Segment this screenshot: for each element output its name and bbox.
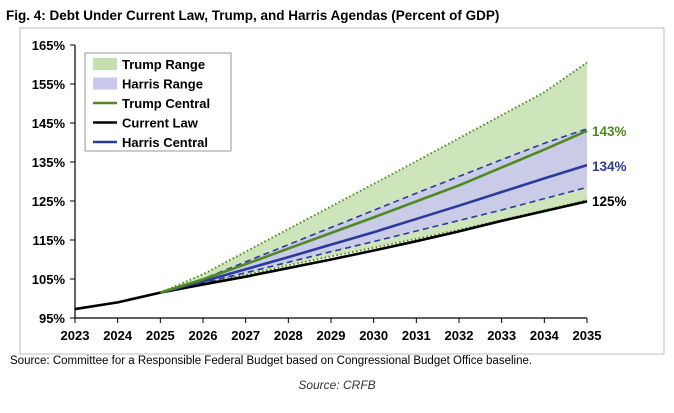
plot-frame — [19, 27, 665, 355]
x-tick-label: 2031 — [402, 328, 431, 343]
x-tick-label: 2032 — [445, 328, 474, 343]
harris-range-low-edge — [160, 186, 588, 294]
y-tick-label: 165% — [32, 38, 66, 53]
end-value-label: 125% — [592, 194, 627, 209]
x-tick-label: 2033 — [487, 328, 516, 343]
x-tick-label: 2030 — [359, 328, 388, 343]
legend-label: Trump Range — [122, 57, 205, 72]
image-caption: Source: CRFB — [298, 378, 376, 392]
y-tick-label: 155% — [32, 77, 66, 92]
chart-title: Fig. 4: Debt Under Current Law, Trump, a… — [6, 8, 500, 23]
legend: Trump Range Harris Range Trump Central Curr… — [84, 52, 232, 152]
harris-range-swatch — [93, 77, 117, 90]
legend-label: Harris Central — [122, 135, 208, 150]
y-tick-label: 115% — [32, 233, 65, 248]
source-note: Source: Committee for a Responsible Fede… — [10, 355, 533, 367]
y-tick-label: 145% — [32, 116, 66, 131]
y-tick-label: 135% — [32, 155, 66, 170]
x-tick-label: 2028 — [274, 328, 303, 343]
x-tick-label: 2024 — [103, 328, 133, 343]
end-value-label: 134% — [592, 159, 627, 174]
x-tick-label: 2023 — [61, 328, 90, 343]
legend-label: Harris Range — [122, 77, 203, 92]
y-tick-label: 105% — [32, 272, 66, 287]
x-tick-label: 2035 — [573, 328, 602, 343]
harris-central-line — [160, 163, 588, 294]
x-tick-label: 2029 — [317, 328, 346, 343]
x-tick-label: 2025 — [146, 328, 175, 343]
trump-range-swatch — [93, 58, 117, 70]
trump-range-low-edge — [160, 199, 588, 294]
trump-range-high-edge — [159, 61, 588, 294]
legend-label: Trump Central — [122, 96, 210, 111]
trump-central-line — [159, 129, 588, 294]
end-value-label: 143% — [592, 124, 627, 139]
harris-range-band — [160, 128, 588, 293]
y-tick-label: 125% — [32, 194, 66, 209]
y-tick-label: 95% — [39, 311, 65, 326]
legend-label: Current Law — [122, 116, 199, 131]
x-tick-label: 2026 — [189, 328, 218, 343]
harris-range-high-edge — [160, 128, 588, 294]
x-tick-label: 2034 — [530, 328, 560, 343]
x-tick-label: 2027 — [231, 328, 260, 343]
